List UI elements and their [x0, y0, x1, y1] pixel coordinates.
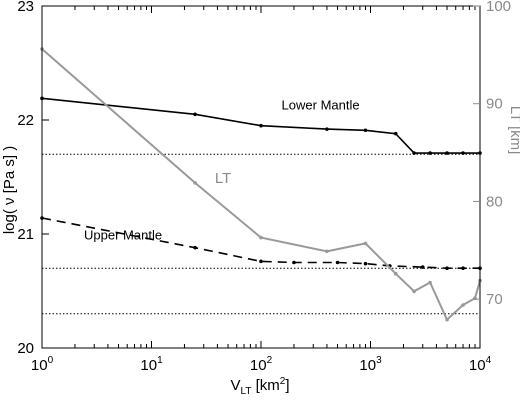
- annotation-lower-mantle: Lower Mantle: [282, 98, 360, 113]
- y-right-tick-label: 80: [486, 193, 503, 210]
- series-layer: [40, 47, 482, 322]
- x-tick-label: 104: [469, 355, 492, 374]
- lt-point: [445, 317, 449, 322]
- x-axis-title-unit: [km: [251, 377, 279, 394]
- x-tick-label-base: 10: [469, 357, 486, 374]
- reference-lines: [42, 153, 480, 315]
- lower-mantle-point: [259, 123, 263, 128]
- y-axis-left-title: log( ν [Pa s] ): [1, 146, 18, 234]
- upper-mantle-point: [335, 260, 340, 265]
- y-right-tick-label: 70: [486, 291, 503, 308]
- x-tick-label-exp: 3: [376, 355, 382, 366]
- lt-point: [325, 249, 329, 254]
- y-left-tick-label: 21: [17, 226, 34, 243]
- x-tick-label: 103: [359, 355, 382, 374]
- x-axis-title-close: ]: [285, 377, 289, 394]
- x-tick-label-base: 10: [140, 357, 157, 374]
- lt-point: [412, 289, 416, 294]
- lt-point: [259, 235, 263, 240]
- y-axis-right-title: LT [km]: [507, 106, 520, 155]
- x-tick-label-exp: 0: [48, 355, 54, 366]
- x-tick-label: 101: [140, 355, 163, 374]
- upper-mantle-point: [461, 266, 465, 271]
- x-tick-label-exp: 2: [267, 355, 273, 366]
- x-tick-label-base: 10: [250, 357, 267, 374]
- y-left-tick-label: 20: [17, 340, 34, 357]
- x-tick-label-base: 10: [359, 357, 376, 374]
- upper-mantle-point: [420, 265, 425, 269]
- upper-mantle-point: [292, 260, 296, 265]
- lt-point: [193, 181, 197, 185]
- x-axis-title: VLT [km2]: [230, 376, 289, 397]
- x-tick-label-exp: 4: [486, 355, 492, 366]
- x-tick-label-base: 10: [31, 357, 48, 374]
- lower-mantle-point: [363, 128, 368, 133]
- y-left-tick-label: 23: [17, 0, 34, 15]
- ticks-layer: [41, 5, 481, 349]
- upper-mantle-point: [259, 259, 263, 264]
- lower-mantle-point: [393, 131, 398, 136]
- annotation-lt: LT: [215, 170, 231, 187]
- upper-mantle-line: [41, 217, 480, 270]
- y-right-tick-label: 90: [486, 96, 503, 113]
- lt-point: [461, 303, 465, 307]
- lt-line: [41, 48, 481, 322]
- x-axis-title-sub: LT: [241, 386, 252, 397]
- x-axis-title-main: V: [230, 377, 240, 394]
- upper-mantle-point: [363, 261, 368, 266]
- x-tick-label: 100: [31, 355, 54, 374]
- x-tick-label: 102: [250, 355, 273, 374]
- lower-mantle-point: [445, 151, 449, 155]
- y-left-tick-label: 22: [17, 112, 34, 129]
- x-tick-label-exp: 1: [157, 355, 163, 366]
- x-axis-title-sup: 2: [280, 376, 286, 387]
- lt-point: [428, 280, 432, 285]
- lower-mantle-point: [412, 151, 416, 155]
- lt-point: [393, 271, 398, 276]
- lower-mantle-point: [428, 151, 432, 155]
- upper-mantle-point: [193, 245, 197, 250]
- lt-point: [363, 241, 368, 246]
- y-right-tick-label: 100: [486, 0, 511, 15]
- lower-mantle-point: [461, 151, 465, 155]
- annotation-upper-mantle: Upper Mantle: [84, 228, 162, 243]
- upper-mantle-point: [445, 266, 449, 271]
- lower-mantle-point: [325, 127, 329, 131]
- plot-frame: [41, 5, 481, 349]
- lower-mantle-point: [193, 112, 197, 117]
